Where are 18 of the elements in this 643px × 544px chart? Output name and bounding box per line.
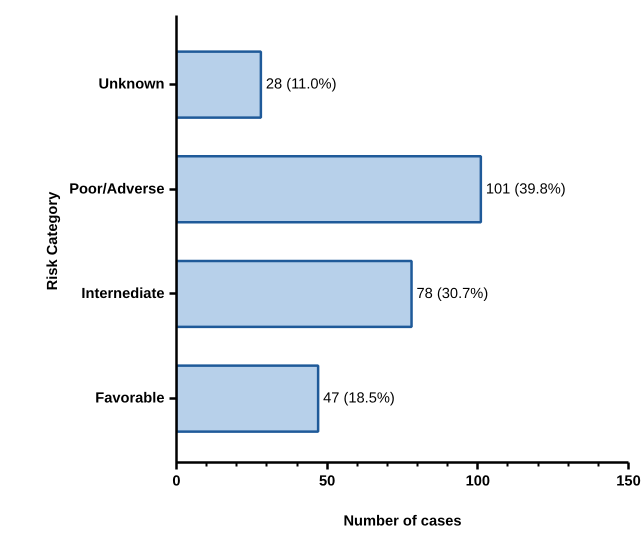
x-tick-label: 100 — [466, 474, 490, 490]
y-tick-label: Poor/Adverse — [69, 181, 165, 198]
data-label: 101 (39.8%) — [486, 181, 566, 198]
data-label: 28 (11.0%) — [266, 76, 336, 93]
y-tick-label: Unknown — [98, 76, 165, 93]
data-label: 47 (18.5%) — [323, 390, 395, 407]
x-tick-label: 150 — [616, 474, 641, 490]
x-tick-label: 50 — [319, 474, 336, 490]
bar — [176, 155, 482, 224]
bar — [176, 364, 320, 433]
y-axis-title: Risk Category — [45, 190, 62, 290]
y-tick-label: Internediate — [81, 286, 165, 302]
y-tick-label: Favorable — [95, 390, 165, 407]
x-axis-title: Number of cases — [343, 514, 462, 530]
bar — [176, 260, 413, 328]
bar — [176, 50, 262, 119]
x-tick-label: 0 — [172, 474, 181, 490]
data-label: 78 (30.7%) — [416, 286, 488, 302]
